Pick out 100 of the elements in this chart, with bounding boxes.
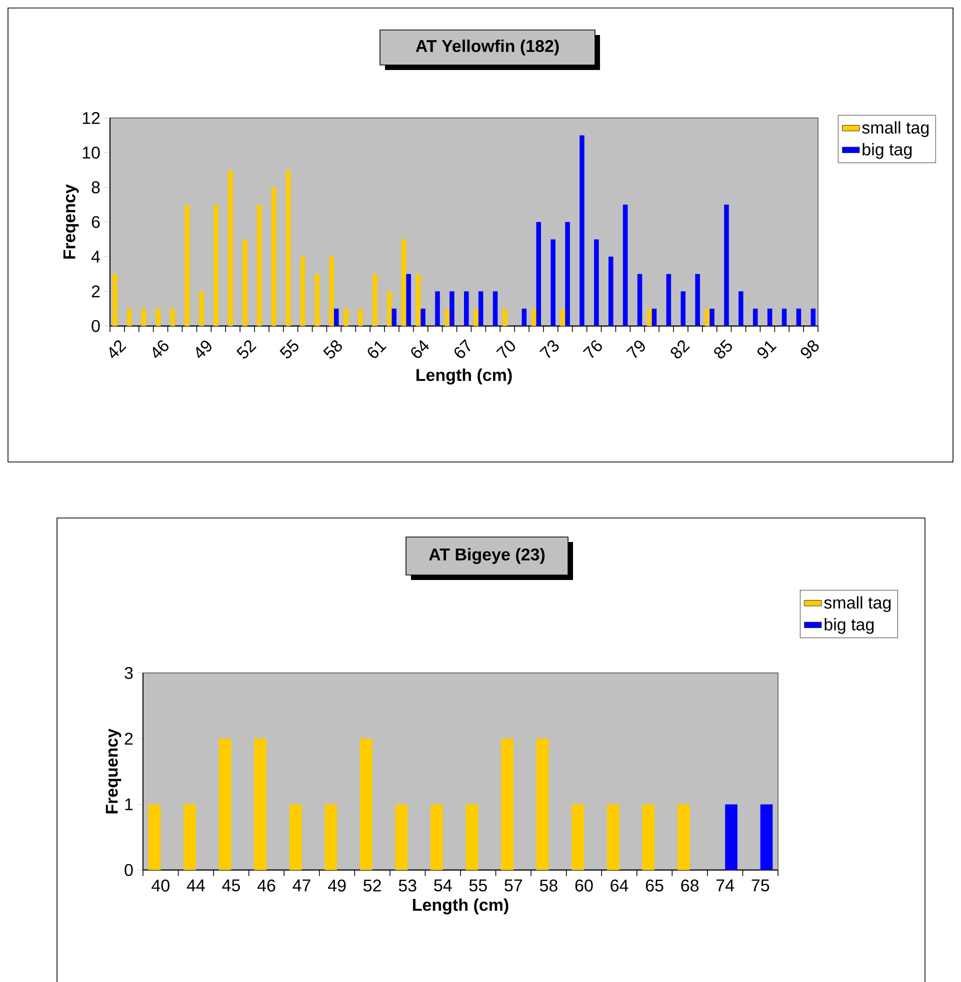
- y-tick-label: 2: [124, 732, 133, 745]
- bar: [334, 308, 339, 326]
- x-axis-title: Length (cm): [416, 368, 512, 384]
- bar: [752, 308, 758, 326]
- bar: [242, 239, 248, 326]
- bar: [435, 291, 440, 326]
- bar: [724, 204, 729, 326]
- bar: [271, 187, 276, 326]
- x-tick-label: 61: [368, 341, 387, 358]
- chart-title: AT Bigeye (23): [429, 548, 545, 564]
- bar: [622, 204, 628, 326]
- y-axis-title: Freqency: [63, 184, 79, 259]
- x-tick-label: 91: [758, 341, 777, 358]
- y-tick-label: 8: [92, 181, 100, 194]
- bar: [782, 308, 787, 326]
- x-tick-label: 49: [328, 880, 346, 892]
- bar: [478, 291, 484, 326]
- x-tick-label: 46: [257, 880, 276, 892]
- x-tick-label: 46: [152, 340, 168, 358]
- bar: [594, 239, 599, 326]
- x-tick-label: 74: [716, 880, 734, 892]
- x-tick-label: 40: [152, 880, 170, 892]
- y-tick-label: 0: [92, 320, 100, 332]
- bar: [420, 308, 426, 326]
- bar: [141, 308, 146, 326]
- bar: [386, 291, 392, 326]
- x-tick-label: 79: [626, 340, 645, 358]
- x-tick-label: 64: [610, 880, 628, 892]
- bar: [550, 239, 556, 326]
- bar: [647, 308, 652, 326]
- y-axis-title: Frequency: [106, 728, 122, 814]
- x-tick-label: 45: [222, 880, 240, 892]
- bar: [416, 274, 421, 326]
- bar: [228, 170, 233, 326]
- bar: [126, 308, 132, 326]
- x-axis-title: Length (cm): [413, 898, 508, 914]
- bar: [184, 204, 190, 326]
- bar: [329, 256, 334, 326]
- y-tick-label: 10: [82, 146, 100, 159]
- x-tick-label: 85: [714, 340, 732, 358]
- bar: [214, 204, 218, 326]
- chart-title: AT Yellowfin (182): [416, 40, 559, 56]
- bar: [608, 256, 614, 326]
- bar: [286, 170, 291, 326]
- legend-label: small tag: [862, 121, 929, 138]
- bar: [450, 291, 454, 326]
- legend-label: small tag: [824, 596, 891, 612]
- bar: [810, 308, 816, 326]
- x-tick-label: 82: [670, 340, 690, 358]
- bar: [738, 291, 744, 326]
- bar: [502, 308, 508, 326]
- bar: [256, 204, 262, 326]
- x-tick-label: 60: [575, 880, 593, 892]
- bar: [406, 274, 411, 326]
- x-tick-label: 53: [398, 880, 416, 892]
- x-tick-label: 47: [292, 880, 310, 892]
- y-tick-label: 2: [92, 285, 100, 298]
- bar: [680, 291, 686, 326]
- y-tick-label: 12: [82, 112, 100, 124]
- y-tick-label: 3: [124, 666, 133, 680]
- x-tick-label: 64: [411, 340, 429, 358]
- bar: [560, 308, 566, 326]
- bar: [637, 274, 642, 326]
- bar: [767, 308, 772, 326]
- legend-label: big tag: [824, 618, 874, 634]
- bar: [358, 308, 363, 326]
- x-tick-label: 73: [539, 340, 559, 358]
- bar: [444, 308, 450, 326]
- bar: [344, 308, 348, 326]
- x-tick-label: 58: [323, 340, 342, 358]
- y-tick-label: 1: [125, 798, 133, 810]
- x-tick-label: 67: [454, 339, 470, 358]
- bar: [565, 222, 570, 326]
- x-tick-label: 55: [469, 880, 487, 892]
- x-tick-label: 42: [109, 340, 126, 358]
- bar: [531, 308, 536, 326]
- bar: [156, 308, 161, 326]
- bar: [704, 308, 710, 326]
- y-tick-label: 0: [124, 864, 133, 876]
- bar: [170, 308, 176, 326]
- bar: [695, 274, 700, 326]
- x-tick-label: 49: [196, 340, 212, 358]
- bar: [401, 239, 406, 326]
- bar: [474, 308, 478, 326]
- x-tick-label: 76: [582, 340, 602, 358]
- y-tick-label: 6: [92, 216, 100, 228]
- bar: [372, 274, 378, 326]
- bar: [652, 308, 657, 326]
- x-tick-label: 57: [504, 880, 522, 892]
- bar: [796, 308, 802, 326]
- bar: [314, 274, 320, 326]
- x-tick-label: 54: [434, 880, 452, 892]
- bar: [666, 274, 672, 326]
- bar: [199, 291, 204, 326]
- x-tick-label: 75: [752, 880, 770, 892]
- legend-label: big tag: [862, 143, 912, 159]
- bar: [300, 256, 306, 326]
- y-tick-label: 4: [91, 250, 100, 263]
- bar: [522, 308, 527, 326]
- x-tick-label: 52: [364, 880, 381, 892]
